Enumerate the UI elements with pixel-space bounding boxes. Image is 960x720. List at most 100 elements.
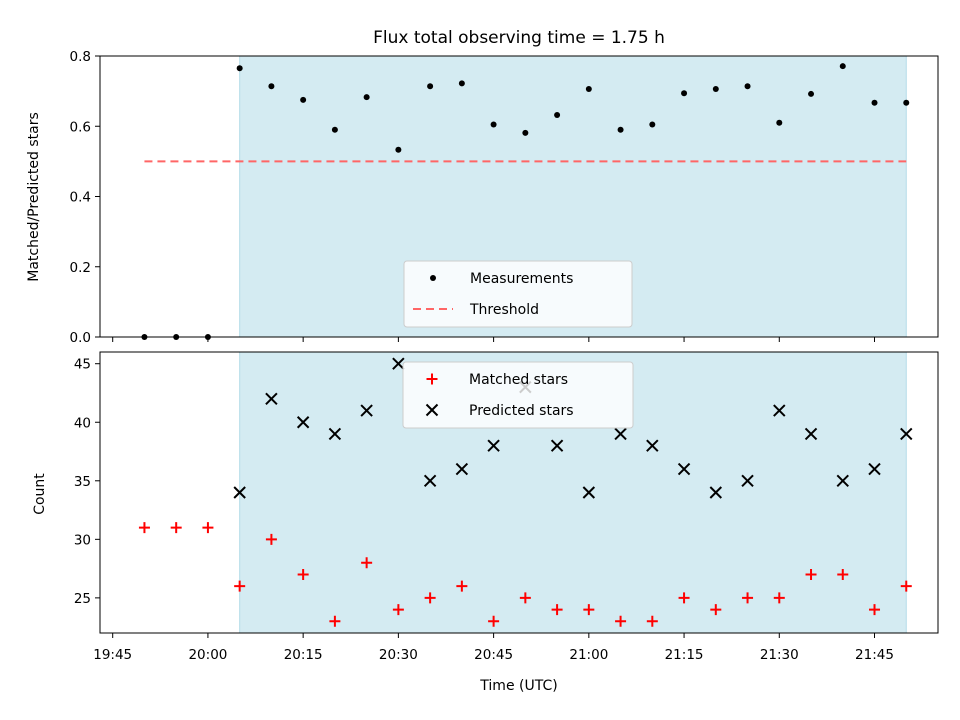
x-axis-label: Time (UTC) <box>479 678 557 694</box>
legend-predicted-marker <box>425 403 439 417</box>
measurement-point <box>490 121 497 128</box>
measurement-point <box>617 126 624 133</box>
matched-star-point <box>138 522 150 534</box>
bottom-y-axis-label: Count <box>32 473 48 515</box>
matched-star-point <box>424 592 436 604</box>
measurement-point <box>839 63 846 70</box>
x-tick-label: 20:45 <box>474 647 513 663</box>
measurement-point <box>331 126 338 133</box>
measurement-point <box>808 90 815 97</box>
predicted-star-point <box>709 486 723 499</box>
x-tick-label: 21:45 <box>855 647 894 663</box>
predicted-star-point <box>773 404 786 417</box>
top-y-tick-label: 0.4 <box>70 190 91 206</box>
matched-star-point <box>551 604 563 616</box>
matched-star-point <box>837 568 849 580</box>
bottom-y-tick-label: 35 <box>74 474 91 490</box>
matched-star-point <box>869 604 881 616</box>
matched-star-point <box>519 592 531 604</box>
predicted-star-point <box>677 462 691 476</box>
chart-title: Flux total observing time = 1.75 h <box>373 28 665 48</box>
measurement-point <box>458 80 465 87</box>
measurement-point <box>744 83 751 90</box>
measurement-point <box>903 99 910 106</box>
predicted-star-point <box>868 462 881 476</box>
matched-star-point <box>678 592 690 604</box>
legend-measurement-marker <box>430 275 436 281</box>
legend-box <box>402 361 634 429</box>
matched-star-point <box>488 615 500 627</box>
predicted-star-point <box>455 462 469 476</box>
legend-box <box>403 260 633 328</box>
measurement-point <box>712 86 719 93</box>
top-axes-frame <box>99 55 939 338</box>
matched-star-point <box>170 522 182 534</box>
matched-star-point <box>456 580 468 592</box>
measurement-point <box>681 90 688 97</box>
predicted-star-point <box>328 427 342 441</box>
top-y-tick-label: 0.0 <box>70 330 91 346</box>
x-tick-label: 21:00 <box>569 647 608 663</box>
bottom-axes-frame <box>99 351 939 634</box>
legend-label: Measurements <box>470 271 573 287</box>
legend-label: Threshold <box>469 302 539 318</box>
predicted-star-point <box>487 439 500 452</box>
measurement-point <box>268 83 275 90</box>
predicted-star-point <box>804 427 818 441</box>
x-tick-label: 19:45 <box>93 647 132 663</box>
x-tick-label: 20:30 <box>379 647 418 663</box>
bottom-y-tick-label: 30 <box>74 532 91 548</box>
measurement-point <box>236 65 243 72</box>
predicted-star-point <box>296 416 310 429</box>
matched-star-point <box>900 580 912 592</box>
matched-star-point <box>646 615 658 627</box>
bottom-legend: Matched stars Predicted stars <box>402 361 634 429</box>
predicted-star-point <box>265 392 278 406</box>
predicted-star-point <box>423 474 437 487</box>
predicted-star-point <box>900 427 913 441</box>
predicted-star-point <box>646 439 659 452</box>
bottom-y-tick-label: 45 <box>74 357 91 373</box>
top-legend: Measurements Threshold <box>403 260 633 328</box>
measurement-point <box>871 99 878 106</box>
matched-star-point <box>773 592 785 604</box>
measurement-point <box>585 86 592 93</box>
measurement-point <box>554 112 561 119</box>
top-y-tick-label: 0.2 <box>70 260 91 276</box>
matched-star-point <box>329 615 341 627</box>
measurement-point <box>522 129 529 136</box>
matched-star-point <box>392 604 404 616</box>
bottom-y-tick-label: 40 <box>74 415 91 431</box>
matched-star-point <box>234 580 246 592</box>
measurement-point <box>776 119 783 126</box>
predicted-star-point <box>233 486 246 499</box>
x-tick-label: 20:15 <box>284 647 323 663</box>
matched-star-point <box>742 592 754 604</box>
top-y-tick-label: 0.6 <box>70 119 91 135</box>
measurement-point <box>427 83 434 90</box>
predicted-star-point <box>741 474 754 487</box>
measurement-point <box>300 96 307 103</box>
matched-star-point <box>583 604 595 616</box>
legend-label: Matched stars <box>469 372 568 388</box>
matched-star-point <box>805 568 817 580</box>
predicted-star-point <box>614 427 627 441</box>
ratio-panel: 0.0 0.2 0.4 0.6 0.8 Measurements Threshold <box>70 49 939 346</box>
predicted-star-point <box>392 357 405 370</box>
matched-star-point <box>710 604 722 616</box>
matched-star-point <box>265 533 277 545</box>
x-tick-label: 21:15 <box>665 647 704 663</box>
legend-label: Predicted stars <box>469 403 574 419</box>
top-y-tick-label: 0.8 <box>70 49 91 65</box>
predicted-star-point <box>550 439 564 452</box>
legend-matched-marker <box>426 373 438 385</box>
x-tick-label: 20:00 <box>188 647 227 663</box>
matched-star-point <box>361 557 373 569</box>
predicted-star-point <box>582 486 596 499</box>
count-panel: 25 30 35 40 45 19:45 20:00 20:15 20:30 20:45 21:00… <box>74 351 939 663</box>
matched-star-point <box>615 615 627 627</box>
measurement-point <box>363 94 370 101</box>
bottom-y-tick-label: 25 <box>74 591 91 607</box>
measurement-point <box>395 146 402 153</box>
